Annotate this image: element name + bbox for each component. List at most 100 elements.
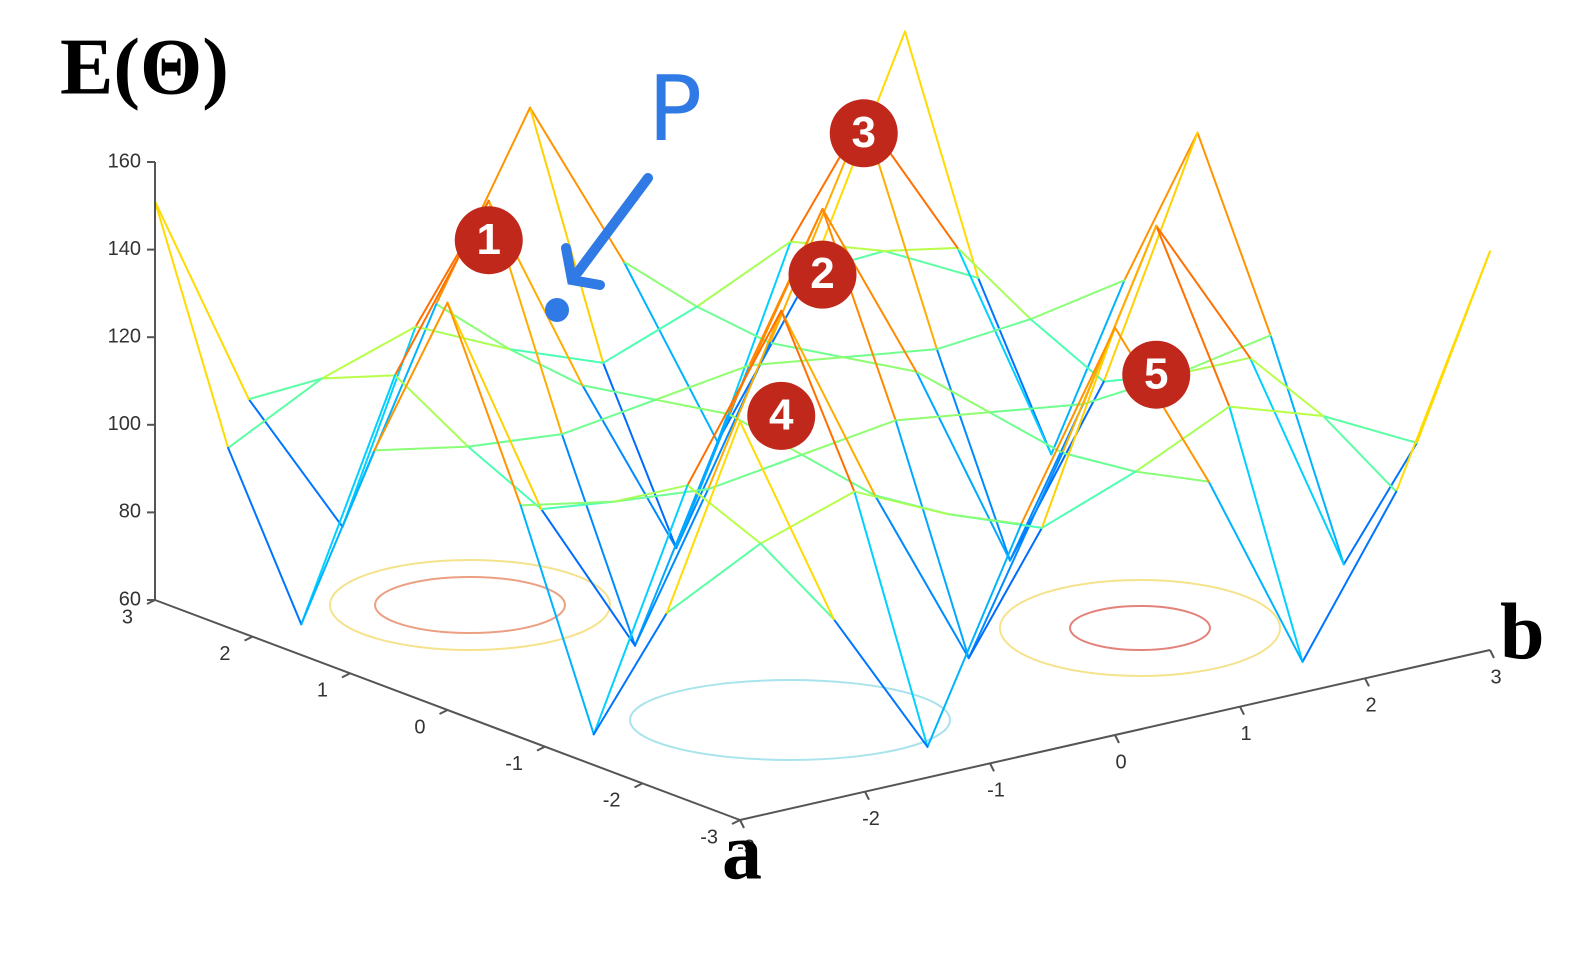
annotation-label: 5 bbox=[1144, 349, 1168, 398]
annotation-badge bbox=[747, 381, 816, 450]
y-tick-label: 0 bbox=[1115, 751, 1126, 773]
mesh-segment bbox=[1134, 470, 1210, 483]
mesh-segment bbox=[988, 403, 1085, 414]
x-axis-label: a bbox=[722, 808, 762, 896]
point-p: P bbox=[545, 57, 702, 322]
mesh-segment bbox=[1322, 414, 1398, 493]
annotation-badge bbox=[829, 99, 898, 168]
y-axis-label: b bbox=[1500, 588, 1545, 676]
mesh-segment bbox=[935, 318, 1032, 351]
annotation-label: 4 bbox=[769, 391, 794, 440]
mesh-segment bbox=[915, 370, 1011, 562]
mesh-segment bbox=[602, 305, 698, 364]
mesh-segment bbox=[853, 490, 950, 516]
mesh-segment bbox=[435, 106, 531, 306]
y-tick bbox=[989, 762, 995, 772]
mesh-segment bbox=[759, 542, 835, 621]
mesh-segment bbox=[1102, 131, 1199, 383]
point-arrow bbox=[561, 173, 653, 290]
mesh-segment bbox=[1207, 480, 1304, 663]
mesh-segment bbox=[467, 433, 563, 448]
mesh-segment bbox=[1020, 326, 1116, 526]
x-tick bbox=[146, 599, 156, 605]
mesh-segment bbox=[1175, 334, 1272, 376]
mesh-segment bbox=[1155, 224, 1231, 408]
mesh-segment bbox=[373, 301, 449, 452]
mesh-segment bbox=[686, 309, 783, 487]
y-tick bbox=[739, 819, 745, 829]
mesh-segment bbox=[247, 377, 323, 401]
mesh-segment bbox=[1228, 405, 1304, 663]
x-tick-label: -2 bbox=[603, 790, 621, 812]
mesh-segment bbox=[1009, 380, 1105, 562]
mesh-segment bbox=[320, 374, 396, 380]
mesh-segment bbox=[1061, 451, 1137, 473]
mesh-segment bbox=[695, 305, 771, 344]
mesh-segment bbox=[654, 398, 730, 416]
mesh-segment bbox=[540, 508, 636, 647]
mesh-segment bbox=[1249, 356, 1325, 417]
x-tick bbox=[439, 709, 448, 715]
x-tick bbox=[731, 819, 741, 825]
mesh-segment bbox=[592, 611, 668, 736]
mesh-segment bbox=[508, 348, 605, 364]
mesh-segment bbox=[446, 301, 522, 507]
mesh-segment bbox=[1040, 470, 1137, 529]
y-tick bbox=[1364, 677, 1370, 687]
mesh-segment bbox=[529, 106, 605, 364]
z-axis-label: E(Θ) bbox=[60, 23, 229, 111]
mesh-segment bbox=[1123, 131, 1199, 282]
annotations: 1 2 3 4 5 bbox=[454, 99, 1191, 450]
y-tick bbox=[864, 791, 870, 801]
mesh-segment bbox=[1196, 131, 1272, 337]
mesh-segment bbox=[904, 30, 980, 279]
mesh-segment bbox=[592, 484, 689, 736]
floor-contours bbox=[329, 559, 1281, 761]
mesh-segment bbox=[967, 451, 1064, 660]
z-tick-label: 160 bbox=[108, 150, 141, 172]
mesh-segment bbox=[883, 246, 959, 252]
mesh-segment bbox=[956, 246, 1032, 321]
mesh-segment bbox=[1249, 356, 1345, 566]
mesh-segment bbox=[1155, 224, 1251, 359]
mesh-segment bbox=[800, 453, 876, 497]
mesh-segment bbox=[1342, 441, 1418, 566]
mesh-segment bbox=[435, 303, 511, 351]
mesh-segment bbox=[227, 377, 323, 449]
mesh-segment bbox=[227, 446, 303, 626]
mesh-segment bbox=[560, 433, 636, 647]
mesh-segment bbox=[821, 207, 918, 373]
mesh-segment bbox=[780, 309, 856, 493]
y-tick-label: -3 bbox=[737, 836, 755, 858]
mesh-segment bbox=[686, 484, 762, 545]
mesh-segment bbox=[508, 348, 584, 387]
mesh-segment bbox=[1395, 250, 1491, 493]
mesh-segment bbox=[695, 240, 792, 308]
mesh-segment bbox=[894, 419, 970, 660]
surface-mesh bbox=[154, 30, 1491, 748]
mesh-segment bbox=[581, 384, 678, 550]
mesh-segment bbox=[622, 260, 719, 443]
mesh-segment bbox=[519, 500, 616, 507]
mesh-segment bbox=[988, 411, 1064, 454]
mesh-segment bbox=[373, 445, 470, 452]
mesh-segment bbox=[935, 348, 1011, 562]
mesh-segment bbox=[967, 526, 1043, 660]
mesh-segment bbox=[613, 488, 710, 503]
mesh-segment bbox=[769, 341, 845, 359]
mesh-segment bbox=[394, 374, 470, 448]
mesh-segment bbox=[759, 490, 856, 545]
axes: 60 80 100 120 140 160 -3 -2 -1 0 1 2 3 -3 -2 -1 0 1 2 3 bbox=[108, 150, 1502, 858]
mesh-segment bbox=[1301, 490, 1398, 663]
mesh-segment bbox=[602, 361, 678, 550]
z-tick-label: 80 bbox=[119, 501, 141, 523]
mesh-segment bbox=[707, 453, 803, 491]
point-label: P bbox=[648, 57, 702, 162]
mesh-segment bbox=[947, 513, 1023, 526]
y-tick bbox=[1239, 706, 1245, 716]
mesh-segment bbox=[780, 309, 876, 497]
y-tick-label: -1 bbox=[987, 780, 1005, 802]
x-tick-label: -3 bbox=[700, 826, 718, 848]
mesh-segment bbox=[926, 523, 1023, 748]
y-tick-label: 3 bbox=[1490, 666, 1501, 688]
